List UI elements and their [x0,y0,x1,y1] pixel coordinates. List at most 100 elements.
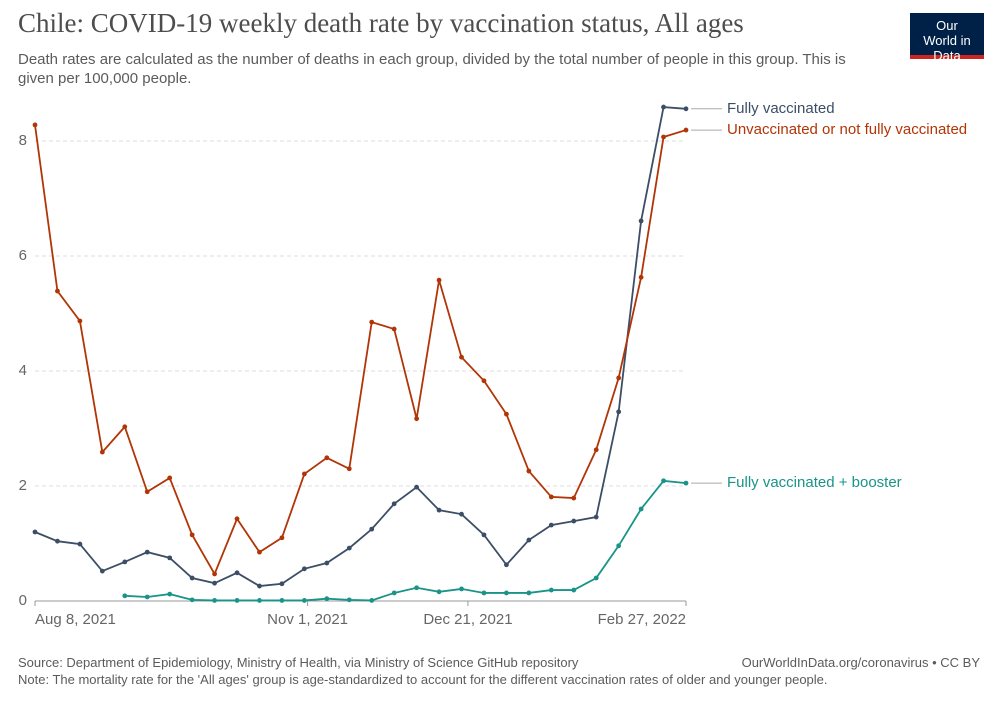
data-point [77,318,83,324]
data-point [144,594,150,600]
data-point [616,543,622,549]
data-point [638,218,644,224]
data-point [504,590,509,596]
data-point [571,495,577,501]
data-point [391,590,397,596]
data-point [346,466,352,472]
data-point [167,555,173,561]
data-point [324,455,330,461]
footnote: Note: The mortality rate for the 'All ag… [18,672,828,687]
data-point [414,416,420,422]
y-tick-label: 6 [19,247,27,264]
y-tick-label: 2 [19,477,27,494]
data-point [212,598,217,603]
data-point [683,480,689,486]
data-point [167,475,173,481]
data-point [99,449,105,455]
data-point [122,424,128,430]
logo[interactable]: Our World in Data [910,13,984,63]
x-tick-label: Nov 1, 2021 [267,611,348,628]
data-point [167,591,173,597]
data-point [324,596,330,602]
data-point [234,516,240,522]
x-tick-label: Feb 27, 2022 [598,611,686,628]
data-point [144,549,150,555]
data-point [234,570,240,576]
data-point [481,590,487,596]
data-point [212,571,217,577]
data-point [122,559,128,565]
data-point [683,106,689,112]
data-point [301,566,307,572]
data-point [526,590,532,596]
series-line [124,479,687,602]
data-point [144,489,150,495]
data-point [526,468,532,474]
data-point [279,581,285,587]
data-point [436,507,442,513]
data-point [571,587,577,593]
data-point [683,127,689,133]
legend-label: Fully vaccinated [727,100,835,117]
data-point [504,411,509,417]
data-point [279,535,285,541]
data-point [212,580,217,586]
data-point [257,549,262,555]
data-point [459,354,464,360]
data-point [346,597,352,603]
data-point [189,575,195,581]
data-point [391,501,397,507]
data-point [257,583,262,589]
data-point [571,518,577,524]
data-point [548,522,554,528]
data-point [301,471,307,477]
data-point [504,562,509,568]
data-point [99,568,105,574]
data-point [414,585,420,591]
data-point [436,589,442,595]
data-point [526,537,532,543]
data-point [257,598,262,603]
license-link[interactable]: OurWorldInData.org/coronavirus • CC BY [741,655,980,670]
data-point [436,277,442,283]
series-line [34,106,687,587]
legend-label: Unvaccinated or not fully vaccinated [727,121,967,138]
x-tick-label: Dec 21, 2021 [423,611,512,628]
data-point [234,598,240,603]
data-point [32,529,38,535]
y-tick-label: 0 [19,592,27,609]
data-point [661,134,666,140]
data-point [324,560,330,566]
data-point [638,506,644,512]
data-point [414,484,420,490]
data-point [661,104,666,110]
data-point [369,526,375,532]
data-point [548,587,554,593]
data-point [77,541,83,547]
data-point [481,378,487,384]
data-point [189,597,195,603]
data-point [55,288,60,294]
data-point [369,598,375,603]
legend-label: Fully vaccinated + booster [727,474,902,491]
data-point [301,598,307,603]
series-line [34,124,687,577]
y-tick-label: 8 [19,132,27,149]
data-point [593,447,599,453]
data-point [638,274,644,280]
x-tick-label: Aug 8, 2021 [35,611,116,628]
data-point [55,538,60,544]
y-tick-label: 4 [19,362,27,379]
data-point [32,122,38,128]
data-point [279,598,285,603]
data-point [459,586,464,592]
source-note: Source: Department of Epidemiology, Mini… [18,655,579,670]
data-point [391,326,397,332]
data-point [189,532,195,538]
chart-subtitle: Death rates are calculated as the number… [18,51,846,87]
data-point [616,375,622,381]
data-point [661,478,666,484]
data-point [459,511,464,517]
